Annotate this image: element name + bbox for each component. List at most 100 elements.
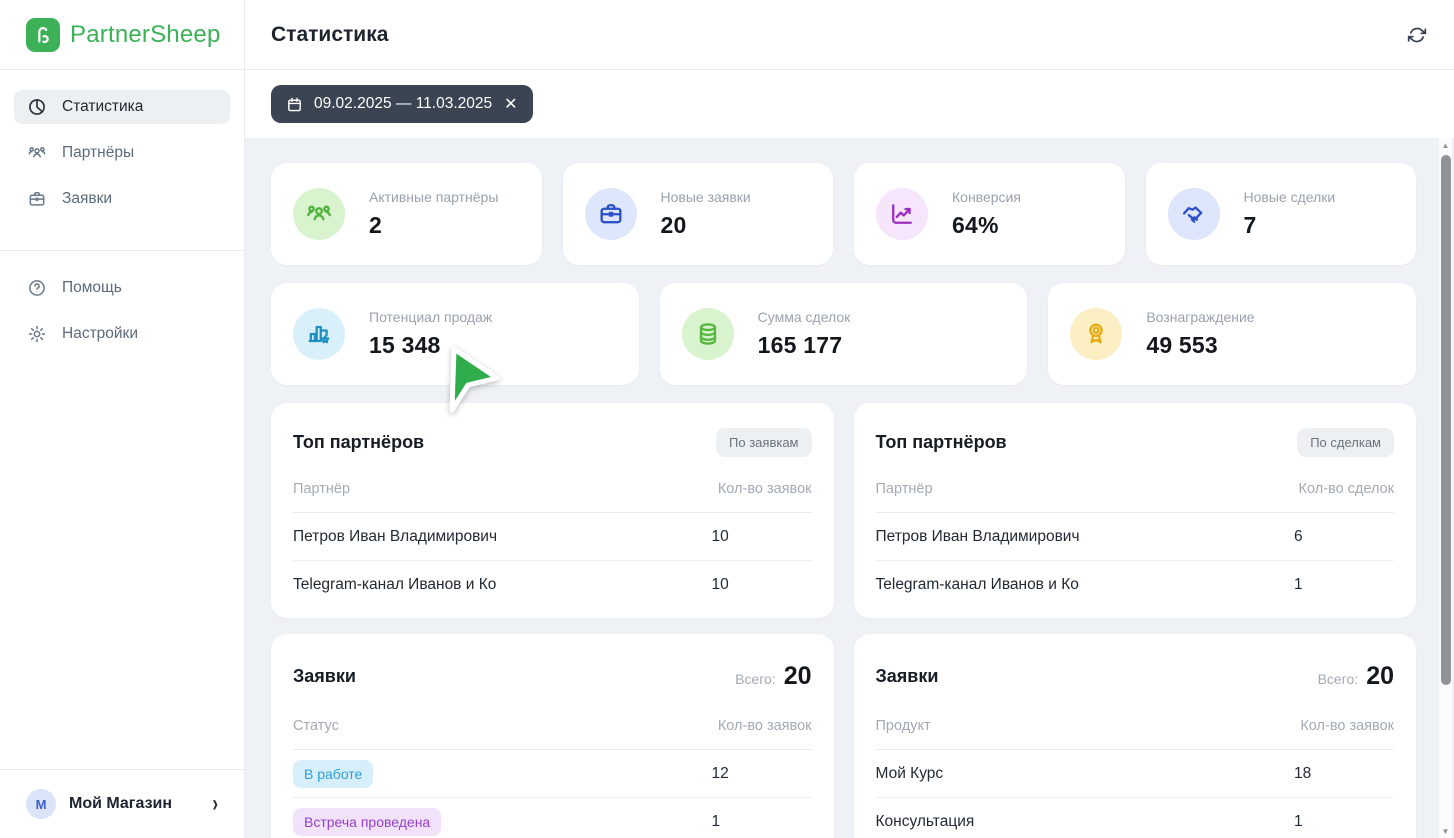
column-headers: Продукт Кол-во заявок bbox=[875, 708, 1394, 750]
stat-card-conversion: Конверсия 64% bbox=[854, 163, 1125, 265]
stat-value: 165 177 bbox=[757, 332, 843, 358]
sidebar-item-help[interactable]: Помощь bbox=[14, 271, 230, 305]
chart-star-icon bbox=[293, 308, 345, 360]
briefcase-icon bbox=[584, 188, 637, 240]
stat-value: 64% bbox=[952, 212, 999, 238]
stat-card-new-deals: Новые сделки 7 bbox=[1145, 163, 1416, 265]
table-row: Петров Иван Владимирович 6 bbox=[875, 513, 1394, 561]
table-row: Telegram-канал Иванов и Ко 10 bbox=[293, 576, 729, 593]
sidebar-divider bbox=[0, 250, 244, 251]
sidebar-item-label: Настройки bbox=[62, 325, 139, 342]
date-range-value: 09.02.2025 — 11.03.2025 bbox=[314, 95, 493, 112]
logo[interactable]: PartnerSheep bbox=[0, 0, 244, 70]
table-row: Встреча проведена 1 bbox=[293, 798, 812, 838]
status-badge: В работе bbox=[293, 759, 374, 788]
total-value: 20 bbox=[783, 661, 812, 690]
stat-value: 15 348 bbox=[369, 332, 441, 358]
sidebar-item-label: Партнёры bbox=[62, 144, 135, 161]
requests-by-status: Заявки Всего: 20 Статус Кол-во заявок В … bbox=[271, 634, 834, 838]
chevron-right-icon: › bbox=[212, 790, 218, 817]
scrollbar[interactable]: ▲ ▼ bbox=[1439, 138, 1452, 838]
column-headers: Партнёр Кол-во заявок bbox=[293, 471, 812, 513]
sidebar-item-settings[interactable]: Настройки bbox=[14, 317, 230, 351]
sidebar-item-statistics[interactable]: Статистика bbox=[14, 90, 230, 124]
total-label: Всего: bbox=[1317, 670, 1359, 687]
account-name: Мой Магазин bbox=[69, 795, 173, 812]
sidebar-nav: Статистика Партнёры bbox=[0, 70, 244, 242]
help-circle-icon bbox=[27, 278, 47, 298]
stat-label: Конверсия bbox=[952, 189, 1021, 205]
refresh-button[interactable] bbox=[1404, 22, 1430, 48]
brand-logo-icon bbox=[26, 17, 60, 52]
clear-date-filter-icon[interactable]: ✕ bbox=[504, 96, 518, 113]
stat-value: 49 553 bbox=[1146, 332, 1218, 358]
partners-icon bbox=[293, 188, 345, 240]
scrollbar-thumb[interactable] bbox=[1440, 155, 1451, 685]
column-headers: Партнёр Кол-во сделок bbox=[875, 471, 1394, 513]
status-badge: Встреча проведена bbox=[293, 808, 442, 836]
top-partners-by-requests: Топ партнёров По заявкам Партнёр Кол-во … bbox=[271, 403, 834, 618]
sidebar-item-label: Статистика bbox=[62, 98, 144, 115]
top-partners-row: Топ партнёров По заявкам Партнёр Кол-во … bbox=[271, 403, 1416, 618]
stat-cards-row-2: Потенциал продаж 15 348 Сумм bbox=[271, 283, 1416, 385]
sidebar-item-label: Помощь bbox=[62, 279, 122, 296]
chart-line-icon bbox=[876, 188, 928, 240]
page-header: Статистика bbox=[245, 0, 1454, 70]
table-row: Консультация 1 bbox=[875, 813, 1303, 830]
calendar-icon bbox=[286, 96, 303, 113]
briefcase-icon bbox=[27, 189, 47, 209]
account-switcher[interactable]: M Мой Магазин › bbox=[0, 769, 244, 838]
stat-label: Новые сделки bbox=[1243, 189, 1336, 205]
table-badge: По сделкам bbox=[1297, 427, 1394, 457]
page-title: Статистика bbox=[271, 22, 389, 46]
gear-icon bbox=[27, 324, 47, 344]
column-headers: Статус Кол-во заявок bbox=[293, 708, 812, 750]
table-row: Telegram-канал Иванов и Ко 1 bbox=[875, 576, 1303, 593]
table-title: Топ партнёров bbox=[293, 431, 425, 452]
sidebar-item-label: Заявки bbox=[62, 190, 113, 207]
filter-bar: 09.02.2025 — 11.03.2025 ✕ bbox=[245, 70, 1454, 138]
top-partners-by-deals: Топ партнёров По сделкам Партнёр Кол-во … bbox=[853, 403, 1416, 618]
scrollbar-up-arrow[interactable]: ▲ bbox=[1441, 140, 1450, 150]
sidebar: PartnerSheep Статистика bbox=[0, 0, 245, 838]
table-title: Заявки bbox=[875, 665, 939, 686]
medal-icon bbox=[1070, 308, 1123, 360]
stat-value: 20 bbox=[660, 212, 687, 238]
scrollbar-down-arrow[interactable]: ▼ bbox=[1441, 826, 1450, 836]
content: Активные партнёры 2 Новые заявки bbox=[245, 138, 1454, 838]
table-title: Заявки bbox=[293, 665, 356, 686]
total-label: Всего: bbox=[735, 670, 776, 687]
stat-label: Потенциал продаж bbox=[369, 309, 493, 325]
stat-label: Сумма сделок bbox=[757, 309, 851, 325]
main: Статистика 09.02.2025 — 11.03.2025 bbox=[245, 0, 1454, 838]
total-value: 20 bbox=[1366, 661, 1394, 690]
table-row: Петров Иван Владимирович 10 bbox=[293, 513, 812, 561]
brand-name: PartnerSheep bbox=[70, 20, 221, 48]
stat-card-reward: Вознаграждение 49 553 bbox=[1048, 283, 1416, 385]
stat-card-sales-potential: Потенциал продаж 15 348 bbox=[271, 283, 639, 385]
table-row: В работе 12 bbox=[293, 750, 812, 798]
stat-card-deals-sum: Сумма сделок 165 177 bbox=[659, 283, 1028, 385]
coins-icon bbox=[681, 308, 734, 360]
stat-label: Новые заявки bbox=[660, 189, 751, 205]
stat-card-new-requests: Новые заявки 20 bbox=[562, 163, 833, 265]
stat-label: Активные партнёры bbox=[369, 189, 499, 205]
stat-card-active-partners: Активные партнёры 2 bbox=[271, 163, 542, 265]
pie-chart-icon bbox=[27, 97, 47, 117]
table-title: Топ партнёров bbox=[875, 431, 1007, 452]
handshake-icon bbox=[1167, 188, 1220, 240]
sidebar-nav-secondary: Помощь Настройки bbox=[0, 271, 244, 377]
requests-row: Заявки Всего: 20 Статус Кол-во заявок В … bbox=[271, 634, 1416, 838]
table-row: Мой Курс 18 bbox=[875, 750, 1394, 798]
date-range-chip[interactable]: 09.02.2025 — 11.03.2025 ✕ bbox=[271, 85, 533, 123]
stat-label: Вознаграждение bbox=[1146, 309, 1255, 325]
sidebar-item-partners[interactable]: Партнёры bbox=[14, 136, 230, 170]
sidebar-spacer bbox=[0, 377, 244, 769]
table-badge: По заявкам bbox=[716, 427, 812, 457]
avatar: M bbox=[26, 789, 56, 819]
sidebar-item-requests[interactable]: Заявки bbox=[14, 182, 230, 216]
stat-value: 7 bbox=[1243, 212, 1257, 238]
stat-value: 2 bbox=[369, 212, 382, 238]
users-icon bbox=[27, 143, 47, 163]
